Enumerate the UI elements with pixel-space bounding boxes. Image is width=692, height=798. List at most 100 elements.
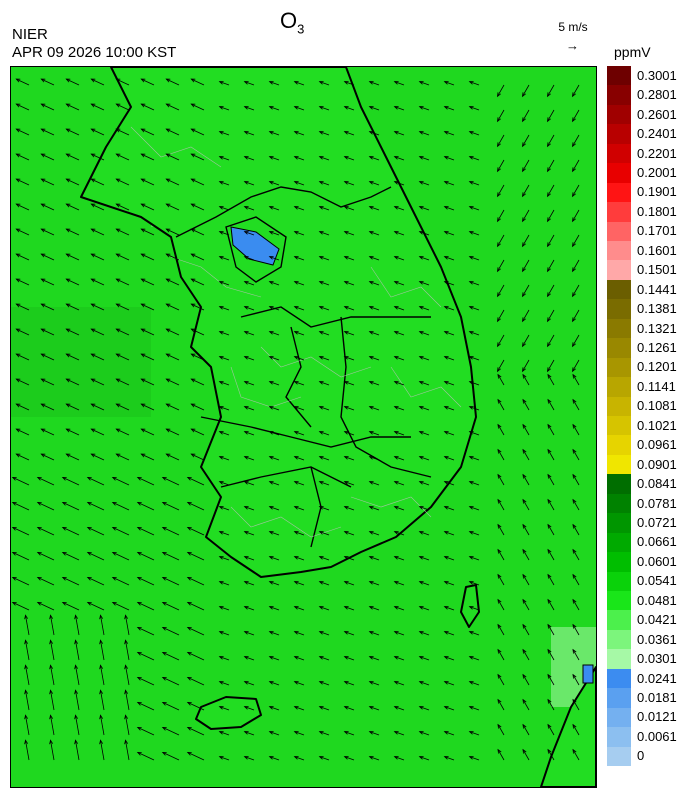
wind-arrow xyxy=(191,328,205,336)
wind-arrow xyxy=(319,381,330,386)
wind-arrowhead xyxy=(393,156,399,160)
wind-arrowhead xyxy=(572,698,577,704)
wind-arrow xyxy=(269,206,280,211)
wind-arrow xyxy=(369,681,380,686)
wind-arrow xyxy=(91,403,105,411)
wind-arrow xyxy=(522,334,530,347)
wind-arrow xyxy=(112,602,130,611)
wind-arrowhead xyxy=(522,523,527,529)
wind-arrow xyxy=(41,428,55,436)
wind-arrowhead xyxy=(61,526,67,531)
wind-arrow xyxy=(319,456,330,461)
wind-arrow xyxy=(369,356,380,361)
wind-arrowhead xyxy=(393,531,399,535)
wind-arrowhead xyxy=(572,398,577,404)
wind-arrow xyxy=(100,740,105,761)
wind-arrow xyxy=(66,378,80,386)
wind-arrowhead xyxy=(343,656,349,660)
wind-arrowhead xyxy=(11,501,17,506)
wind-arrow xyxy=(522,674,530,686)
wind-arrow xyxy=(522,399,530,411)
wind-arrow xyxy=(522,309,530,322)
wind-arrowhead xyxy=(165,328,171,333)
wind-arrow xyxy=(16,128,30,136)
wind-arrowhead xyxy=(86,576,92,581)
wind-arrowhead xyxy=(115,128,121,133)
color-swatch xyxy=(607,688,631,709)
wind-arrow xyxy=(244,706,255,711)
wind-arrow xyxy=(419,481,430,486)
wind-arrowhead xyxy=(11,576,17,581)
wind-arrow xyxy=(522,159,530,172)
wind-arrowhead xyxy=(496,92,501,98)
wind-arrow xyxy=(497,334,505,347)
wind-arrow xyxy=(344,156,355,161)
wind-arrow xyxy=(294,656,305,661)
wind-arrow xyxy=(444,481,455,486)
wind-arrow xyxy=(319,81,330,86)
wind-arrowhead xyxy=(418,431,424,435)
wind-arrow xyxy=(16,278,30,286)
wind-arrow xyxy=(394,181,405,186)
low-ozone-patch-seoul xyxy=(230,226,280,266)
wind-arrow xyxy=(572,309,580,322)
wind-arrow xyxy=(25,665,30,686)
wind-arrowhead xyxy=(268,381,274,385)
wind-arrow xyxy=(12,527,30,536)
wind-arrowhead xyxy=(124,689,129,695)
wind-arrow xyxy=(219,181,230,186)
wind-arrow xyxy=(344,206,355,211)
wind-arrowhead xyxy=(140,128,146,133)
wind-arrow xyxy=(444,556,455,561)
wind-arrow xyxy=(191,103,205,111)
wind-arrow xyxy=(344,506,355,511)
wind-arrowhead xyxy=(343,356,349,360)
wind-arrow xyxy=(497,724,505,736)
wind-arrowhead xyxy=(571,242,576,248)
wind-arrowhead xyxy=(443,481,449,485)
wind-arrow xyxy=(162,602,180,611)
color-scale-label: 0.2801 xyxy=(637,87,677,103)
wind-arrowhead xyxy=(61,501,67,506)
wind-arrowhead xyxy=(571,292,576,298)
wind-arrowhead xyxy=(161,726,167,731)
wind-arrowhead xyxy=(393,106,399,110)
wind-arrow xyxy=(547,699,555,711)
wind-arrowhead xyxy=(190,403,196,408)
wind-arrow xyxy=(244,331,255,336)
color-swatch xyxy=(607,493,631,514)
wind-arrow xyxy=(219,631,230,636)
wind-arrowhead xyxy=(572,448,577,454)
wind-arrow xyxy=(497,449,505,461)
wind-arrow xyxy=(87,477,105,486)
wind-arrow xyxy=(219,756,230,761)
wind-arrow xyxy=(547,724,555,736)
wind-arrow xyxy=(394,331,405,336)
wind-arrowhead xyxy=(268,81,274,85)
color-swatch xyxy=(607,532,631,553)
wind-arrow xyxy=(66,278,80,286)
wind-arrowhead xyxy=(124,639,129,645)
wind-arrow xyxy=(394,481,405,486)
wind-arrow xyxy=(66,103,80,111)
wind-arrowhead xyxy=(111,476,117,481)
wind-arrow xyxy=(244,631,255,636)
color-scale-label: 0.1441 xyxy=(637,281,677,297)
wind-arrow xyxy=(319,556,330,561)
wind-arrow xyxy=(269,381,280,386)
wind-arrowhead xyxy=(343,206,349,210)
wind-arrow xyxy=(244,156,255,161)
wind-arrowhead xyxy=(190,203,196,208)
wind-arrowhead xyxy=(468,656,474,660)
wind-arrow xyxy=(50,740,55,761)
wind-arrowhead xyxy=(497,648,502,654)
wind-arrow xyxy=(37,602,55,611)
wind-arrowhead xyxy=(546,342,551,348)
wind-arrowhead xyxy=(165,153,171,158)
wind-arrowhead xyxy=(343,531,349,535)
wind-arrow xyxy=(294,181,305,186)
wind-arrowhead xyxy=(65,78,71,83)
wind-arrowhead xyxy=(268,506,274,510)
wind-arrow xyxy=(419,281,430,286)
wind-arrow xyxy=(137,527,155,536)
